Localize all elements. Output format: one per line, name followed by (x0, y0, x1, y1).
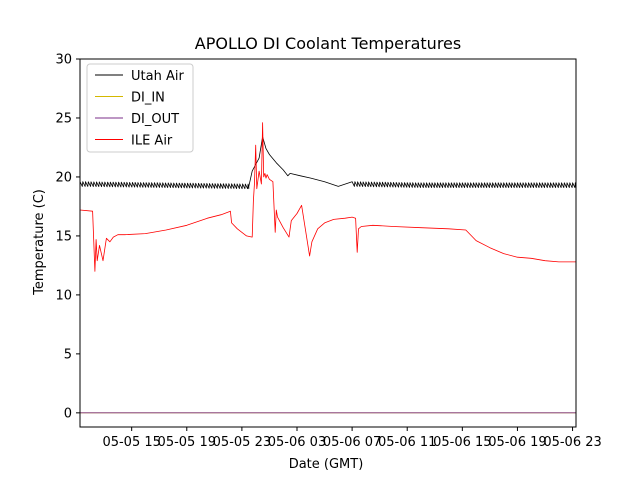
x-tick-label: 05-06 03 (268, 435, 326, 450)
legend-box (86, 63, 194, 153)
y-tick-label: 20 (55, 170, 72, 185)
plot-frame (79, 58, 577, 428)
legend-label: DI_OUT (131, 112, 179, 127)
x-tick-label: 05-05 15 (102, 435, 160, 450)
legend-label: ILE Air (131, 134, 173, 149)
series-line-0 (79, 136, 577, 190)
y-tick-label: 30 (55, 53, 72, 68)
y-tick-label: 15 (55, 229, 72, 244)
x-tick-label: 05-06 11 (378, 435, 436, 450)
chart-title: APOLLO DI Coolant Temperatures (195, 34, 461, 53)
x-tick-label: 05-06 07 (323, 435, 381, 450)
x-tick-label: 05-06 15 (433, 435, 491, 450)
y-tick-label: 10 (55, 288, 72, 303)
x-tick-label: 05-05 23 (213, 435, 271, 450)
series-line-3 (79, 122, 576, 272)
y-tick-label: 25 (55, 111, 72, 126)
legend-label: Utah Air (131, 69, 184, 84)
legend-label: DI_IN (131, 91, 165, 106)
y-axis-label: Temperature (C) (32, 189, 47, 296)
x-axis-label: Date (GMT) (289, 457, 364, 472)
x-tick-label: 05-05 19 (158, 435, 216, 450)
y-tick-label: 5 (64, 347, 72, 362)
plot-area (79, 58, 577, 428)
y-axis-ticks: 0 5 10 15 20 25 30 (55, 53, 80, 421)
x-tick-label: 05-06 19 (488, 435, 546, 450)
legend: Utah Air DI_IN DI_OUT ILE Air (86, 63, 194, 153)
y-tick-label: 0 (64, 406, 72, 421)
x-tick-label: 05-06 23 (543, 435, 601, 450)
